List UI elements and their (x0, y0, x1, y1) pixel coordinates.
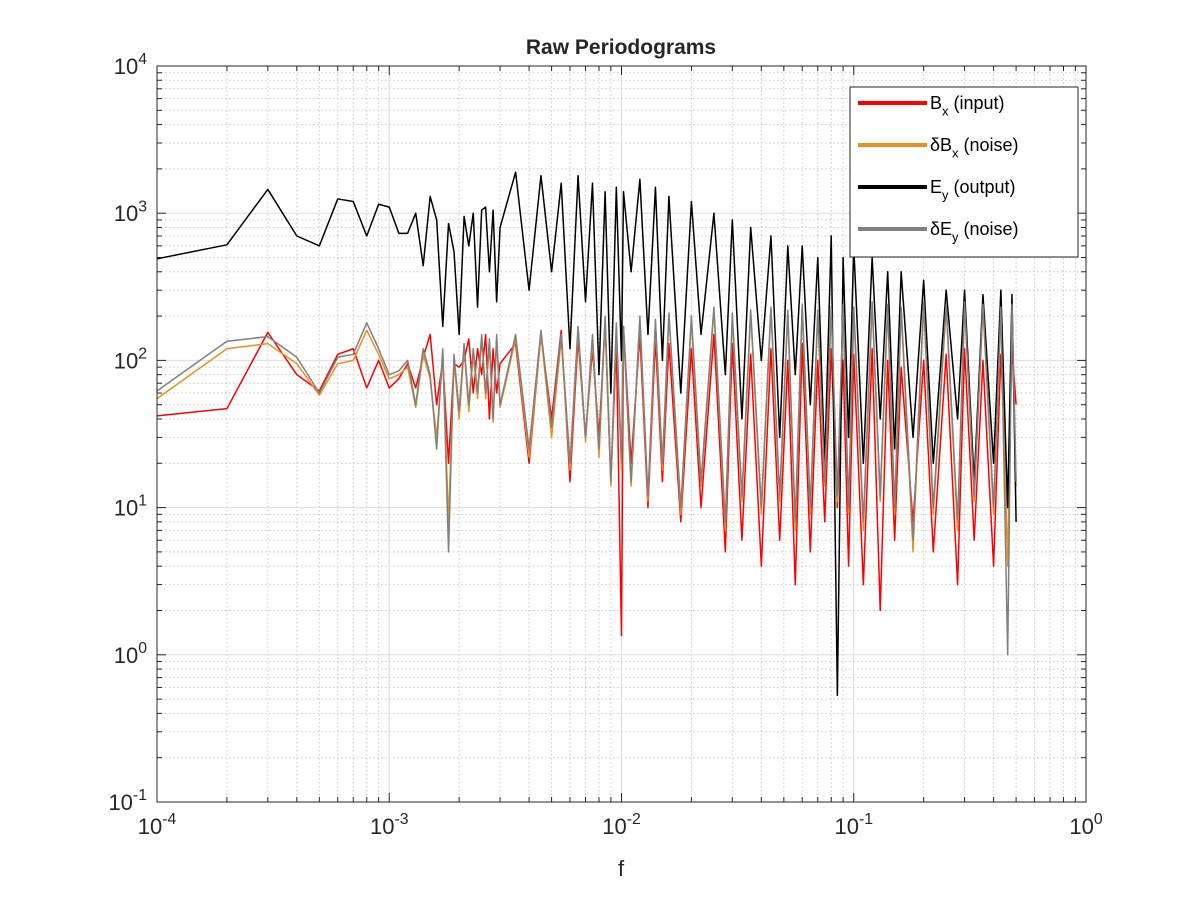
x-axis-label: f (618, 856, 625, 881)
y-tick-label: 100 (114, 640, 147, 668)
legend-label: Ey (output) (930, 177, 1016, 202)
series-line (156, 301, 1017, 656)
chart-title: Raw Periodograms (526, 36, 716, 59)
axes: 10-4 10-3 10-2 10-1 100 10-1 100 101 102 103 104 (108, 51, 1102, 839)
lines (156, 171, 1017, 697)
y-tick-label: 104 (114, 51, 147, 79)
legend: Bx (input) δBx (noise) Ey (output) δEy (noi… (849, 86, 1079, 258)
x-tick-label: 10-1 (834, 811, 873, 839)
y-tick-label: 101 (114, 493, 147, 521)
y-tick-label: 10-1 (108, 787, 147, 815)
x-tick-label: 100 (1069, 811, 1102, 839)
y-tick-label: 102 (114, 346, 147, 374)
legend-label: δBx (noise) (930, 135, 1019, 160)
legend-label: δEy (noise) (930, 219, 1019, 244)
x-tick-label: 10-3 (370, 811, 409, 839)
series-line (156, 171, 1017, 697)
y-tick-label: 103 (114, 198, 147, 226)
x-tick-label: 10-4 (138, 811, 177, 839)
x-tick-label: 10-2 (602, 811, 641, 839)
legend-label: Bx (input) (930, 93, 1005, 118)
axes-box (156, 65, 1087, 803)
